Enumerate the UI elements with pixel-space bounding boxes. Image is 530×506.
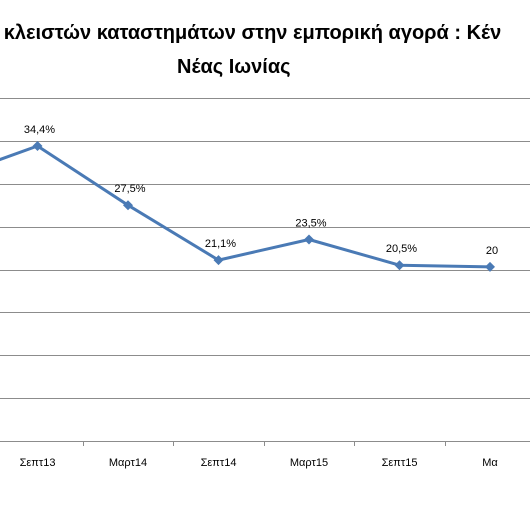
data-point-marker: [213, 255, 224, 266]
chart-title-line-1: ό κλειστών καταστημάτων στην εμπορική αγ…: [0, 22, 502, 44]
x-axis: 13Σεπτ13Μαρτ14Σεπτ14Μαρτ15Σεπτ15Μα: [0, 441, 530, 469]
x-tick-label: Μα: [482, 457, 498, 469]
data-point-marker: [123, 200, 133, 211]
data-label: 34,4%: [24, 124, 55, 136]
data-label: 21,1%: [205, 238, 236, 250]
data-label: 20,5%: [386, 243, 417, 255]
data-point-marker: [304, 234, 314, 245]
x-tick-label: Μαρτ15: [290, 457, 328, 469]
series: [0, 141, 495, 272]
data-point-marker: [485, 261, 495, 272]
data-point-marker: [394, 260, 405, 271]
x-tick-label: Μαρτ14: [109, 457, 147, 469]
x-tick-label: Σεπτ13: [20, 457, 56, 469]
gridlines: [0, 98, 530, 399]
data-label: 27,5%: [114, 183, 145, 195]
data-label: 20: [486, 245, 498, 257]
data-labels: %34,4%27,5%21,1%23,5%20,5%20: [24, 124, 498, 257]
x-tick-label: Σεπτ14: [201, 457, 237, 469]
data-label: 23,5%: [295, 217, 326, 229]
chart-title-line-2: Νέας Ιωνίας: [177, 56, 291, 78]
x-tick-label: Σεπτ15: [382, 457, 418, 469]
data-point-marker: [32, 141, 43, 152]
